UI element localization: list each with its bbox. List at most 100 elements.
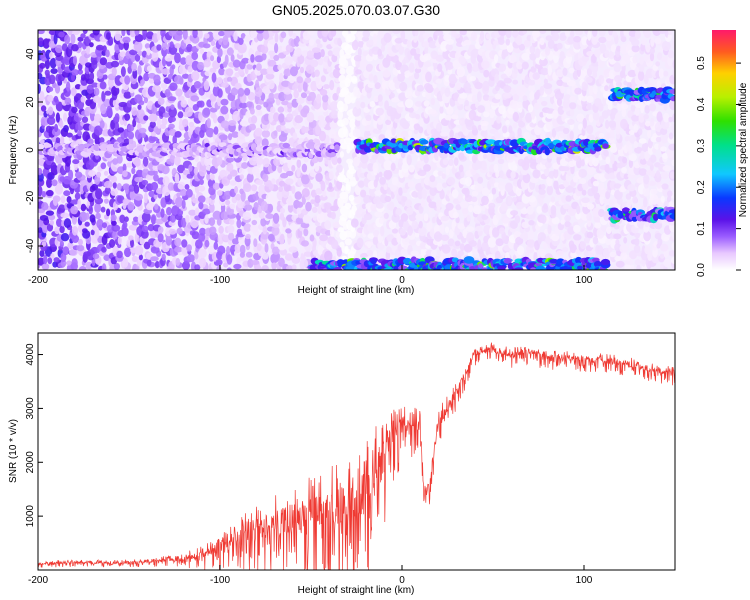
spectrogram-cell — [204, 239, 210, 248]
spectrogram-cell — [168, 116, 176, 123]
spectrogram-cell — [329, 79, 335, 91]
spectrogram-cell — [657, 238, 663, 246]
spectrogram-cell — [440, 131, 448, 137]
spectrogram-cell — [167, 96, 177, 102]
spectrogram-cell — [357, 40, 364, 48]
spectrogram-cell — [72, 30, 81, 36]
spectrogram-cell — [418, 226, 427, 237]
spectrogram-cell — [415, 213, 424, 221]
spectrogram-cell — [601, 225, 607, 232]
spectrogram-cell — [156, 44, 162, 51]
spectrogram-cell — [80, 203, 87, 212]
spectrogram-cell — [265, 213, 275, 219]
spectrogram-cell — [38, 83, 41, 94]
spectrogram-cell — [255, 63, 262, 71]
spectrogram-cell — [222, 35, 229, 46]
spectrogram-cell — [149, 78, 155, 84]
spectrogram-cell — [267, 203, 274, 213]
spectrogram-cell — [243, 223, 252, 232]
spectrogram-cell — [464, 176, 472, 187]
spectrogram-cell — [274, 32, 279, 43]
spectrogram-cell — [556, 42, 563, 50]
spectrogram-cell — [355, 31, 363, 38]
spectrogram-band-cell — [545, 137, 551, 145]
spectrogram-cell — [122, 183, 130, 191]
spectrogram-cell — [337, 227, 345, 233]
spectrogram-cell — [294, 191, 303, 200]
spectrogram-cell — [660, 146, 667, 152]
spectrogram-cell — [599, 126, 606, 133]
spectrogram-cell — [397, 72, 405, 82]
spectrogram-cell — [468, 240, 477, 247]
spectrogram-cell — [137, 104, 142, 110]
spectrogram-cell — [471, 196, 478, 203]
spectrogram-cell — [103, 170, 109, 176]
spectrogram-cell — [207, 245, 216, 255]
spectrogram-cell — [613, 233, 622, 240]
spectrogram-cell — [540, 183, 546, 190]
spectrogram-cell — [543, 203, 548, 210]
spectrogram-cell — [537, 97, 543, 104]
spectrogram-cell — [324, 220, 332, 230]
spectrogram-cell — [116, 183, 122, 191]
spectrogram-cell — [454, 172, 460, 178]
spectrogram-cell — [63, 218, 72, 229]
spectrogram-band-cell — [530, 267, 537, 270]
spectrogram-cell — [390, 92, 395, 99]
spectrogram-cell — [58, 204, 66, 213]
spectrogram-cell — [45, 189, 54, 197]
spectrogram-cell — [623, 30, 628, 36]
spectrogram-cell — [363, 213, 373, 221]
spectrogram-cell — [258, 184, 266, 194]
spectrogram-cell — [567, 119, 575, 125]
spectrogram-cell — [580, 94, 588, 102]
spectrogram-cell — [66, 260, 72, 266]
spectrogram-band-cell — [460, 139, 469, 145]
spectrogram-cell — [288, 246, 298, 253]
spectrogram-cell — [623, 173, 629, 180]
spectrogram-cell — [124, 75, 131, 85]
spectrogram-cell — [147, 202, 155, 208]
spectrogram-cell — [54, 184, 64, 195]
spectrogram-cell — [283, 128, 292, 134]
spectrogram-cell — [311, 206, 318, 213]
spectrogram-cell — [230, 54, 235, 62]
spectrogram-cell — [256, 157, 264, 166]
spectrogram-cell — [123, 128, 129, 139]
spectrogram-cell — [143, 115, 149, 121]
spectrogram-cell — [444, 114, 452, 121]
spectrogram-cell — [123, 91, 132, 99]
spectrogram-cell — [648, 180, 657, 186]
spectrogram-cell — [644, 105, 650, 114]
spectrogram-cell — [319, 130, 326, 142]
spectrogram-cell — [421, 188, 428, 200]
spectrogram-cell — [248, 123, 256, 131]
spectrogram-band-cell — [513, 267, 524, 270]
spectrogram-cell — [260, 44, 269, 54]
spectrogram-cell — [566, 88, 571, 95]
spectrogram-cell — [226, 76, 233, 82]
spectrogram-cell — [568, 240, 575, 249]
spectrogram-band-cell — [393, 265, 399, 270]
spectrogram-cell — [634, 146, 643, 154]
spectrogram-cell — [574, 30, 584, 36]
spectrogram-cell — [158, 60, 163, 71]
spectrogram-cell — [80, 96, 86, 103]
spectrogram-cell — [339, 151, 344, 158]
spectrogram-cell — [511, 30, 519, 38]
spectrogram-cell — [459, 93, 468, 99]
spectrogram-cell — [333, 134, 342, 142]
spectrogram-band-cell — [497, 265, 506, 270]
spectrogram-cell — [114, 113, 120, 122]
spectrogram-cell — [560, 166, 570, 172]
spectrogram-cell — [130, 238, 134, 248]
spectrogram-cell — [199, 227, 206, 236]
spectrogram-cell — [74, 171, 83, 179]
spectrogram-cell — [619, 244, 629, 254]
spectrogram-cell — [110, 214, 117, 222]
spectrogram-cell — [608, 120, 617, 128]
spectrogram-cell — [82, 228, 88, 234]
spectrogram-cell — [287, 203, 294, 213]
spectrogram-cell — [109, 239, 116, 248]
spectrogram-cell — [43, 254, 48, 265]
